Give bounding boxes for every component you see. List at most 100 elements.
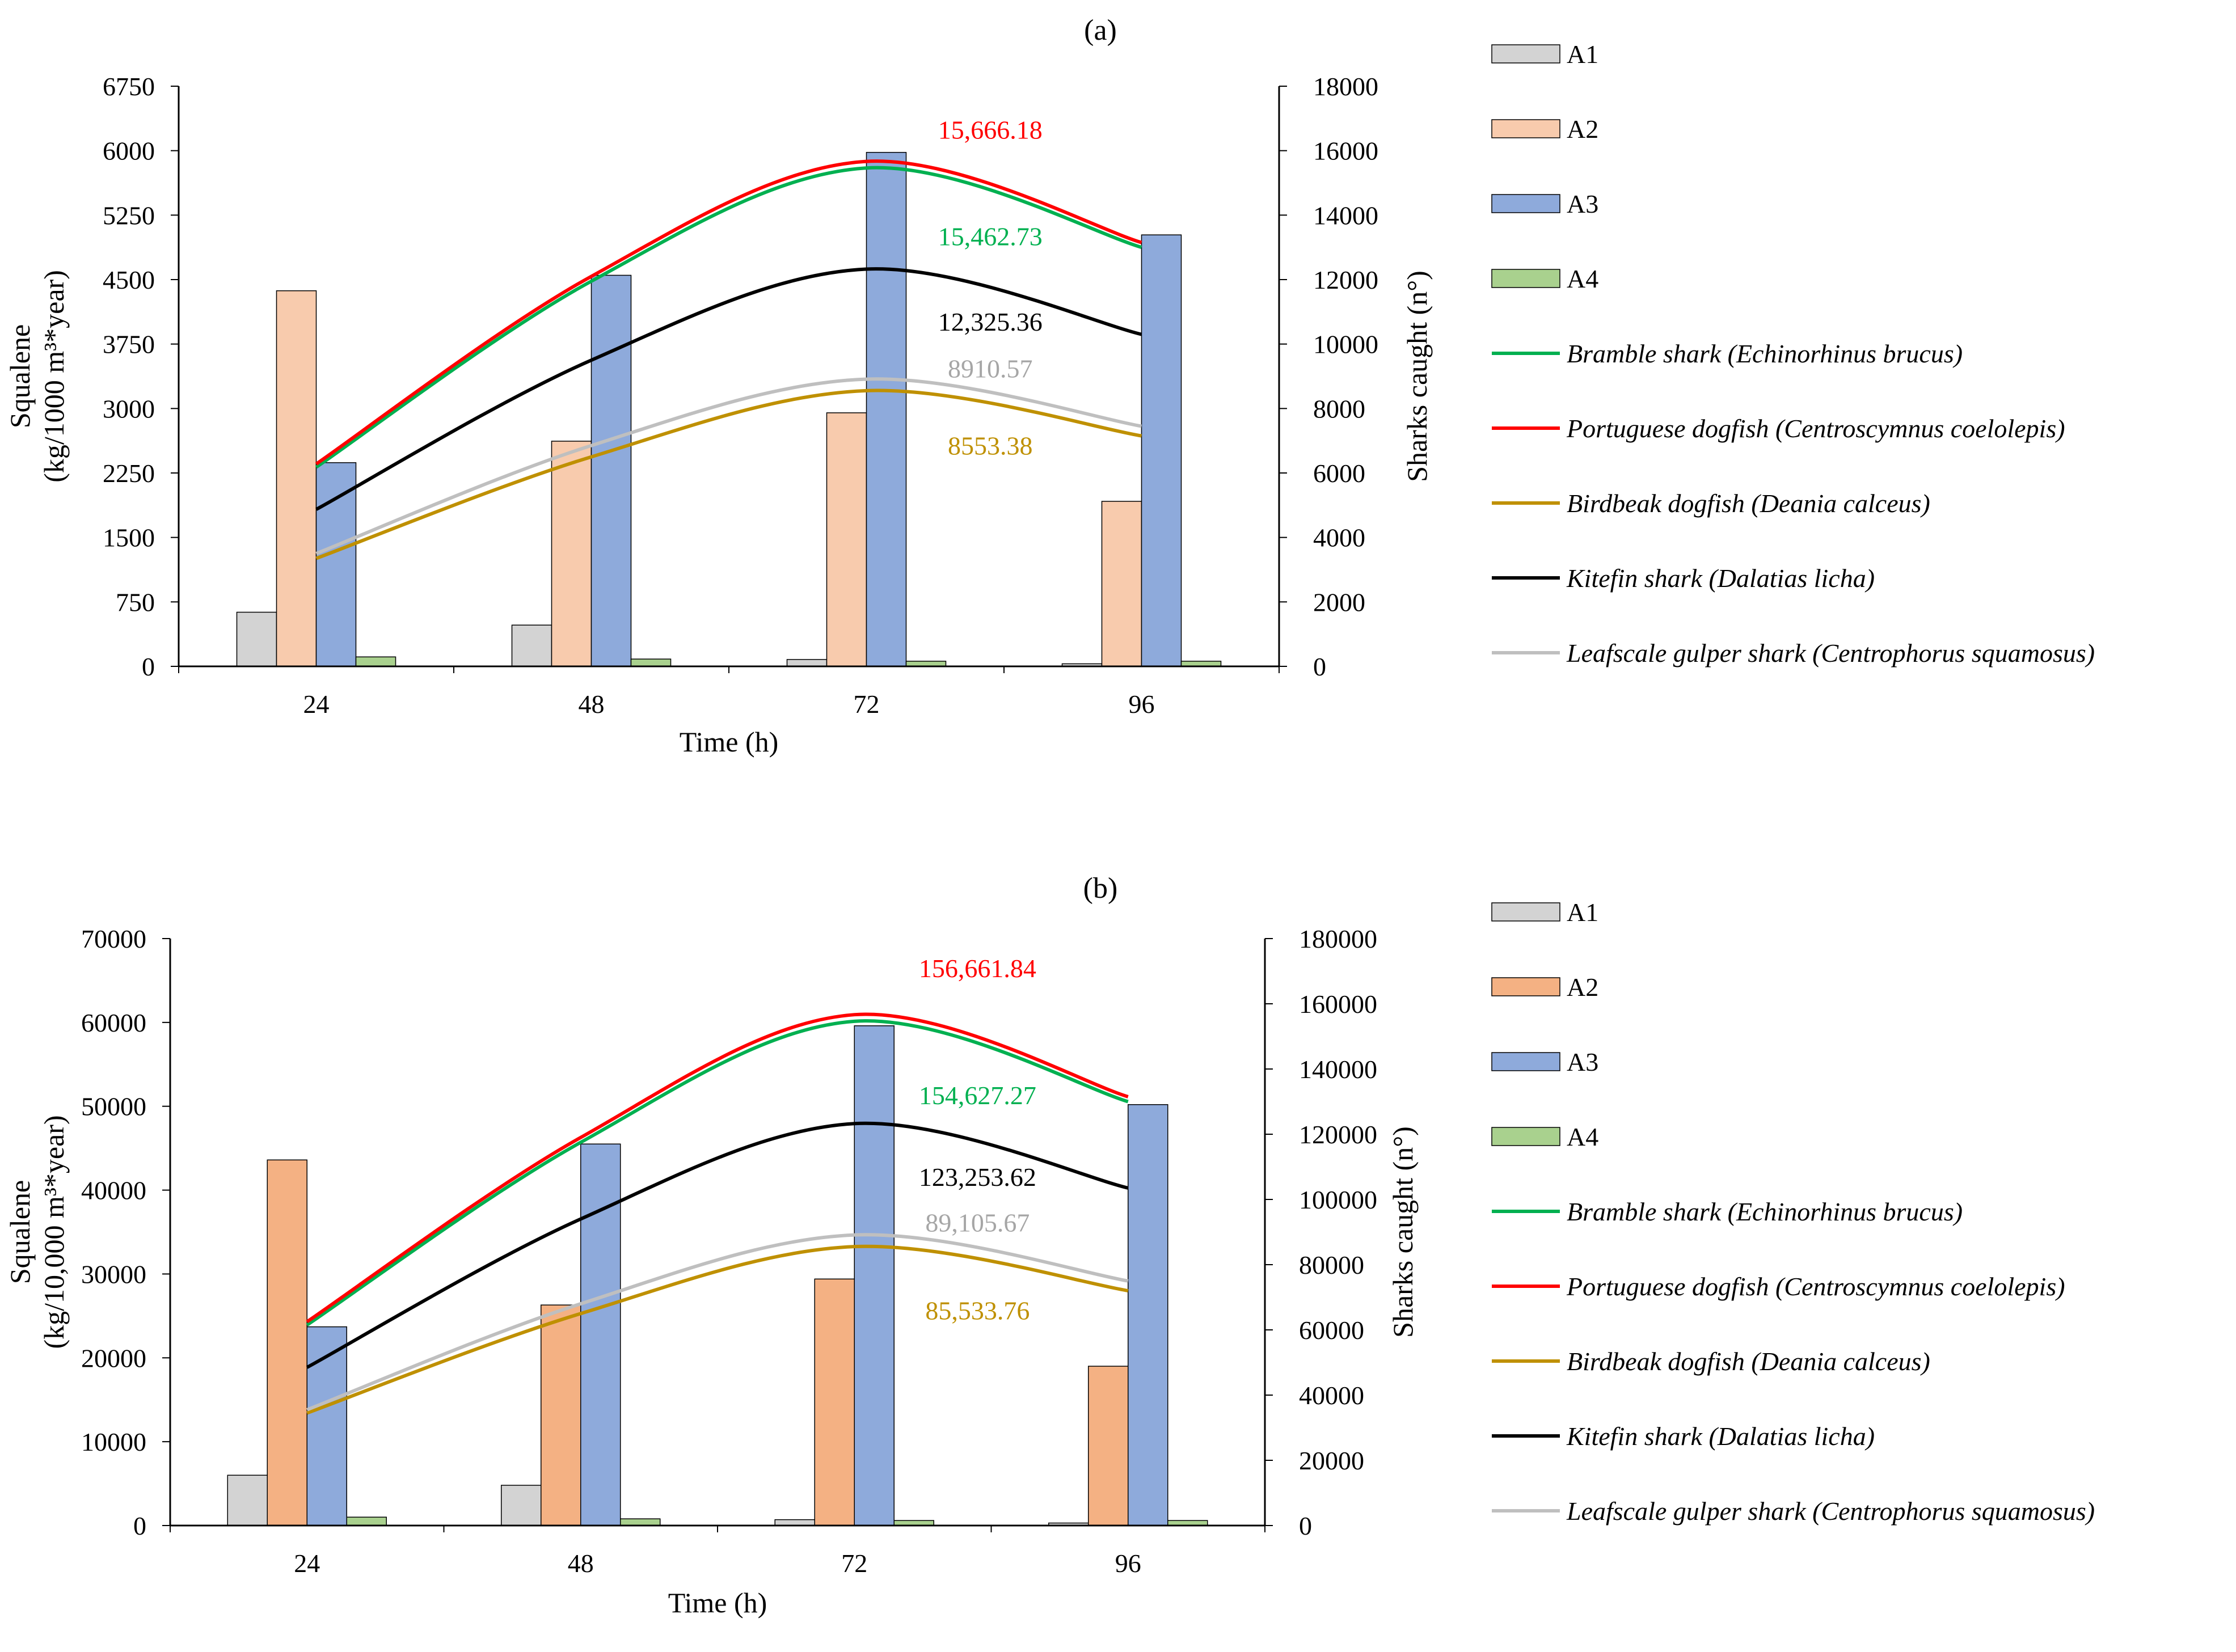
legend-label-a4: A4: [1567, 264, 1598, 293]
y-tick-label-right: 18000: [1313, 72, 1378, 101]
line-centroscymnus-coelolepis: [306, 1012, 1129, 1324]
y-tick-label-left: 6750: [103, 72, 155, 101]
legend-label: Birdbeak dogfish (Deania calceus): [1567, 489, 1930, 518]
bar-a2-24: [267, 1159, 307, 1526]
data-label: 85,533.76: [925, 1296, 1030, 1325]
legend-label-a3: A3: [1567, 1047, 1598, 1076]
legend-label-a4: A4: [1567, 1122, 1598, 1151]
x-tick-label: 48: [568, 1549, 594, 1578]
legend-common-name: Bramble shark: [1567, 339, 1728, 368]
legend-label: Leafscale gulper shark (Centrophorus squ…: [1566, 1497, 2095, 1526]
y-tick-label-left: 4500: [103, 265, 155, 294]
data-label: 123,253.62: [919, 1163, 1036, 1192]
y-tick-label-right: 60000: [1299, 1316, 1364, 1345]
bar-a2-24: [276, 290, 317, 667]
data-label: 15,666.18: [938, 116, 1043, 145]
legend-latin-name: (Deania calceus): [1751, 489, 1930, 518]
y-tick-label-left: 50000: [81, 1092, 146, 1121]
legend-common-name: Kitefin shark: [1566, 1422, 1708, 1451]
bar-a4-24: [355, 656, 396, 667]
x-tick-label: 96: [1129, 690, 1155, 719]
bar-a3-72: [854, 1025, 895, 1526]
legend-label: Bramble shark (Echinorhinus brucus): [1567, 1197, 1963, 1226]
y-tick-label-left: 40000: [81, 1176, 146, 1205]
line-dalatias-licha: [306, 1121, 1129, 1369]
line-deania-calceus: [306, 1244, 1129, 1415]
bar-a1-72: [774, 1519, 815, 1526]
panel-b: (b) 0 10000 20000 30000 40000 50000 60000 70000 0…: [4, 872, 2095, 1619]
x-tick-label: 24: [294, 1549, 320, 1578]
legend-common-name: Leafscale gulper shark: [1566, 639, 1812, 667]
y-tick-label-left: 6000: [103, 137, 155, 166]
legend-swatch-a3: [1491, 194, 1560, 213]
legend-label: Birdbeak dogfish (Deania calceus): [1567, 1347, 1930, 1376]
y-tick-label-left: 70000: [81, 924, 146, 953]
legend-label: Kitefin shark (Dalatias licha): [1566, 564, 1875, 593]
y-tick-label-left: 1500: [103, 523, 155, 552]
line-centroscymnus-coelolepis: [315, 159, 1142, 466]
y-tick-label-left: 10000: [81, 1427, 146, 1456]
y-tick-label-left: 3750: [103, 330, 155, 359]
legend-label-a1: A1: [1567, 898, 1598, 927]
bar-a3-48: [590, 274, 632, 667]
legend-label: Portuguese dogfish (Centroscymnus coelol…: [1566, 414, 2065, 443]
bar-a2-48: [541, 1304, 581, 1526]
legend-latin-name: (Echinorhinus brucus): [1728, 1197, 1963, 1226]
y-tick-label-right: 40000: [1299, 1381, 1364, 1410]
y-tick-label-right: 100000: [1299, 1185, 1377, 1214]
y-tick-label-right: 0: [1299, 1511, 1312, 1540]
x-axis-title: Time (h): [668, 1587, 767, 1619]
y-axis-title-left-line2: (kg/10,000 m³*year): [38, 1115, 70, 1349]
legend-swatch-a2: [1491, 977, 1560, 996]
bar-a1-24: [236, 611, 277, 667]
legend-swatch-a4: [1491, 269, 1560, 288]
x-tick-label: 24: [303, 690, 330, 719]
legend-label: Kitefin shark (Dalatias licha): [1566, 1422, 1875, 1451]
legend-label-a1: A1: [1567, 40, 1598, 69]
data-label: 89,105.67: [925, 1208, 1030, 1237]
data-label: 12,325.36: [938, 307, 1043, 336]
line-echinorhinus-brucus: [306, 1019, 1129, 1326]
y-tick-label-left: 750: [116, 588, 155, 616]
line-dalatias-licha: [315, 267, 1142, 511]
y-tick-label-left: 30000: [81, 1260, 146, 1288]
legend-latin-name: (Dalatias licha): [1708, 1422, 1875, 1451]
legend-swatch-a4: [1491, 1127, 1560, 1146]
x-axis-title: Time (h): [680, 726, 779, 758]
bar-a2-72: [826, 412, 867, 667]
bar-a4-24: [346, 1516, 387, 1526]
y-tick-label-right: 80000: [1299, 1250, 1364, 1279]
y-axis-title-left-line1: Squalene: [4, 1180, 36, 1284]
y-tick-label-right: 12000: [1313, 265, 1378, 294]
y-tick-label-left: 2250: [103, 459, 155, 488]
line-echinorhinus-brucus: [315, 166, 1142, 469]
bar-a1-24: [227, 1474, 268, 1526]
legend-swatch-a1: [1491, 44, 1560, 64]
y-axis-title-right: Sharks caught (n°): [1387, 1126, 1419, 1338]
line-deania-calceus: [315, 388, 1142, 560]
bar-a3-24: [315, 462, 357, 667]
panel-label: (a): [1084, 14, 1117, 47]
y-tick-label-left: 0: [133, 1511, 146, 1540]
x-tick-label: 72: [854, 690, 880, 719]
legend-common-name: Leafscale gulper shark: [1566, 1497, 1812, 1526]
legend-common-name: Portuguese dogfish: [1566, 414, 1775, 443]
legend-latin-name: (Deania calceus): [1751, 1347, 1930, 1376]
legend-latin-name: (Centrophorus squamosus): [1812, 1497, 2095, 1526]
legend-latin-name: (Centrophorus squamosus): [1812, 639, 2095, 667]
legend-label-a3: A3: [1567, 189, 1598, 218]
bar-a3-96: [1141, 234, 1182, 667]
y-axis-title-left-line2: (kg/1000 m³*year): [38, 270, 70, 483]
bar-a2-72: [814, 1278, 855, 1526]
y-tick-label-right: 120000: [1299, 1120, 1377, 1149]
legend-label-a2: A2: [1567, 115, 1598, 143]
y-tick-label-right: 10000: [1313, 330, 1378, 359]
x-tick-label: 96: [1115, 1549, 1141, 1578]
bar-a1-48: [511, 624, 552, 667]
bar-a2-96: [1088, 1366, 1129, 1526]
y-tick-label-right: 14000: [1313, 201, 1378, 230]
bar-a3-96: [1128, 1104, 1168, 1526]
bar-a4-48: [630, 658, 672, 667]
y-axis-title-right: Sharks caught (n°): [1401, 271, 1433, 482]
